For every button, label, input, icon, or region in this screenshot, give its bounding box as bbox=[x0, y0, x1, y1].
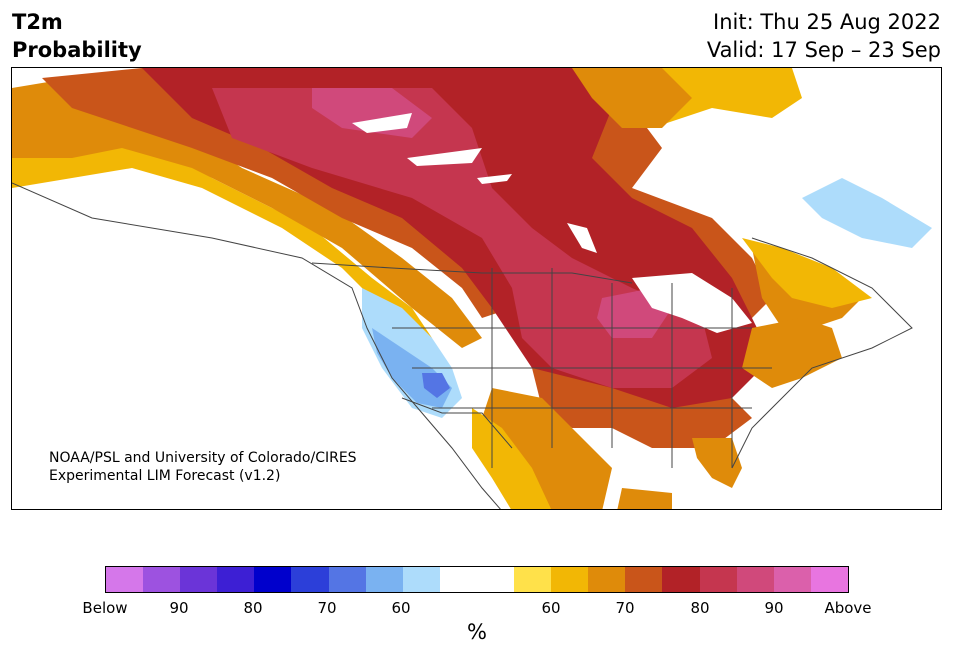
colorbar-tick-below: Below bbox=[82, 599, 128, 617]
colorbar-tick-below-60: 60 bbox=[391, 599, 411, 617]
region-central-crimson bbox=[212, 88, 712, 388]
colorbar-segment bbox=[736, 567, 774, 592]
colorbar-segment bbox=[254, 567, 292, 592]
lake-athabasca bbox=[477, 174, 512, 184]
region-arctic-orange bbox=[572, 68, 692, 128]
colorbar-segment bbox=[773, 567, 811, 592]
region-alaska-yellow bbox=[12, 88, 432, 338]
region-caribbean-orange bbox=[617, 488, 672, 509]
credit-line-2: Experimental LIM Forecast (v1.2) bbox=[49, 468, 281, 484]
states-grid bbox=[392, 268, 772, 468]
colorbar-tick-below-70: 70 bbox=[317, 599, 337, 617]
colorbar-segment bbox=[514, 567, 552, 592]
init-date: Init: Thu 25 Aug 2022 bbox=[713, 10, 941, 34]
region-south-orange bbox=[482, 388, 612, 509]
colorbar-tick-below-90: 90 bbox=[169, 599, 189, 617]
colorbar-segment bbox=[439, 567, 477, 592]
coast-atlantic bbox=[731, 237, 913, 469]
colorbar-tick-above-80: 80 bbox=[690, 599, 710, 617]
product-label: Probability bbox=[12, 38, 142, 62]
colorbar-tick-above-70: 70 bbox=[615, 599, 635, 617]
variable-label: T2m bbox=[12, 10, 63, 34]
region-quebec-blue bbox=[802, 178, 932, 248]
valid-range: Valid: 17 Sep – 23 Sep bbox=[706, 38, 941, 62]
colorbar-segment bbox=[810, 567, 848, 592]
title-left: T2m Probability bbox=[12, 8, 142, 64]
colorbar-segment bbox=[402, 567, 440, 592]
colorbar-tick-above: Above bbox=[824, 599, 872, 617]
credit: NOAA/PSL and University of Colorado/CIRE… bbox=[49, 449, 357, 485]
lake-winnipeg bbox=[567, 223, 597, 253]
colorbar-segment bbox=[217, 567, 255, 592]
colorbar-segment bbox=[365, 567, 403, 592]
map-frame bbox=[11, 67, 942, 510]
great-lakes bbox=[632, 273, 752, 333]
colorbar-tick-above-60: 60 bbox=[541, 599, 561, 617]
colorbar-segment bbox=[143, 567, 181, 592]
title-right: Init: Thu 25 Aug 2022 Valid: 17 Sep – 23… bbox=[707, 8, 941, 64]
region-alaska-orange bbox=[12, 78, 482, 348]
credit-line-1: NOAA/PSL and University of Colorado/CIRE… bbox=[49, 450, 357, 466]
colorbar-tick-below-80: 80 bbox=[243, 599, 263, 617]
colorbar-unit: % bbox=[467, 620, 487, 644]
lake-great-bear bbox=[352, 113, 412, 133]
colorbar bbox=[105, 566, 849, 593]
lake-great-slave bbox=[407, 148, 482, 166]
border-canada-us bbox=[311, 262, 633, 284]
border-us-mexico bbox=[401, 397, 513, 449]
region-west-deepblue bbox=[422, 373, 450, 398]
probability-map bbox=[12, 68, 941, 509]
colorbar-segment bbox=[551, 567, 589, 592]
colorbar-segment bbox=[328, 567, 366, 592]
region-east-yellow bbox=[742, 238, 872, 308]
coast-pacific bbox=[12, 182, 501, 509]
region-southeast-orange bbox=[742, 318, 842, 388]
colorbar-segment bbox=[588, 567, 626, 592]
colorbar-segment bbox=[106, 567, 144, 592]
colorbar-segment bbox=[625, 567, 663, 592]
colorbar-segment bbox=[662, 567, 700, 592]
colorbar-segment bbox=[180, 567, 218, 592]
colorbar-tick-above-90: 90 bbox=[764, 599, 784, 617]
colorbar-segment bbox=[476, 567, 515, 592]
region-florida-orange bbox=[692, 438, 742, 488]
colorbar-segment bbox=[699, 567, 737, 592]
colorbar-segment bbox=[291, 567, 329, 592]
